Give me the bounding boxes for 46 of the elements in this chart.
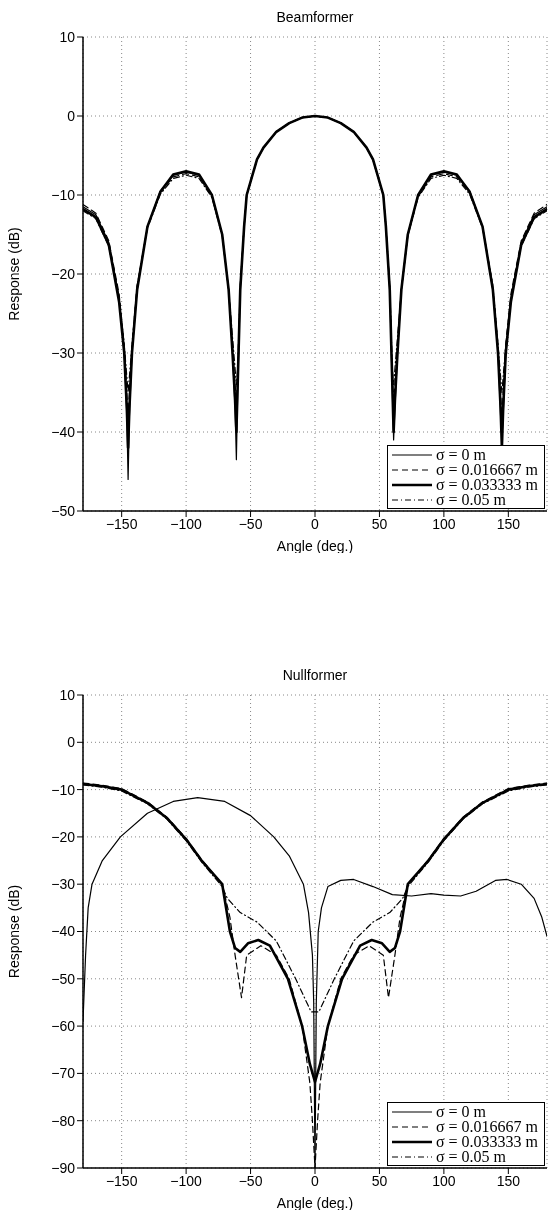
x-tick-label: 50 — [371, 1172, 388, 1189]
legend-label: σ = 0.033333 m — [435, 476, 538, 493]
chart-title: Beamformer — [275, 9, 355, 25]
y-tick-label: 0 — [67, 734, 76, 751]
legend-label: σ = 0 m — [435, 446, 486, 463]
y-tick-label: −10 — [51, 186, 76, 203]
legend-label: σ = 0.016667 m — [435, 1118, 538, 1135]
x-tick-label: −50 — [238, 1172, 263, 1189]
y-tick-label: 10 — [59, 686, 76, 703]
x-axis-title: Angle (deg.) — [276, 538, 354, 554]
y-tick-label: −80 — [51, 1112, 76, 1129]
x-tick-label: 0 — [311, 515, 320, 532]
x-tick-label: −150 — [105, 515, 138, 532]
y-axis-title: Response (dB) — [5, 884, 22, 979]
x-tick-label: 50 — [371, 515, 388, 532]
x-tick-label: −50 — [238, 515, 263, 532]
y-tick-label: −20 — [51, 265, 76, 282]
y-tick-label: −10 — [51, 781, 76, 798]
x-tick-label: 100 — [432, 1172, 456, 1189]
legend-label: σ = 0.05 m — [435, 1148, 506, 1165]
y-tick-label: −20 — [51, 828, 76, 845]
x-tick-label: 100 — [432, 515, 456, 532]
x-tick-label: −100 — [170, 515, 203, 532]
legend-label: σ = 0.016667 m — [435, 461, 538, 478]
x-tick-label: −150 — [105, 1172, 138, 1189]
y-tick-label: −40 — [51, 423, 76, 440]
y-tick-label: −50 — [51, 502, 76, 519]
x-tick-label: 150 — [496, 515, 521, 532]
y-tick-label: 0 — [67, 107, 76, 124]
chart-title: Nullformer — [281, 667, 349, 683]
y-tick-label: −40 — [51, 923, 76, 940]
y-tick-label: 10 — [59, 28, 76, 45]
legend-label: σ = 0.05 m — [435, 491, 506, 508]
y-tick-label: −70 — [51, 1065, 76, 1082]
x-axis-title: Angle (deg.) — [276, 1195, 354, 1211]
x-tick-label: 150 — [496, 1172, 521, 1189]
y-tick-label: −60 — [51, 1018, 76, 1035]
y-tick-label: −90 — [51, 1159, 76, 1176]
x-tick-label: −100 — [170, 1172, 203, 1189]
x-tick-label: 0 — [311, 1172, 320, 1189]
y-tick-label: −50 — [51, 970, 76, 987]
y-axis-title: Response (dB) — [5, 227, 22, 321]
y-tick-label: −30 — [51, 876, 76, 893]
legend-label: σ = 0.033333 m — [435, 1133, 538, 1150]
legend-label: σ = 0 m — [435, 1103, 486, 1120]
y-tick-label: −30 — [51, 344, 76, 361]
